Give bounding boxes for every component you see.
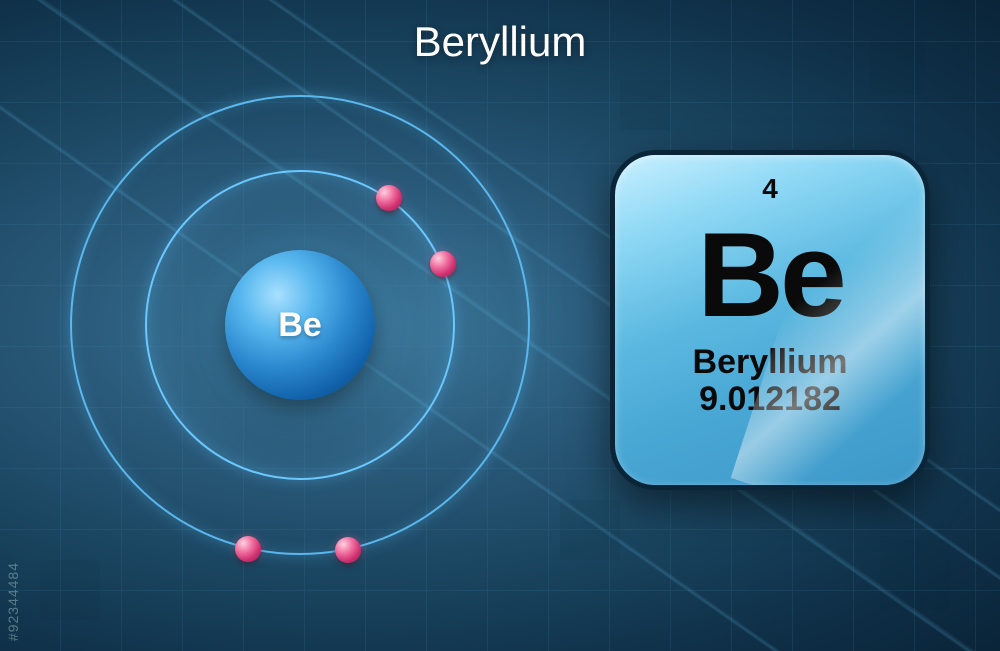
atom-diagram: Be	[50, 75, 550, 575]
electron	[376, 185, 402, 211]
watermark-id: #92344484	[5, 562, 21, 641]
atomic-mass: 9.012182	[699, 380, 841, 419]
electron	[430, 251, 456, 277]
nucleus: Be	[225, 250, 375, 400]
electron	[335, 537, 361, 563]
element-tile: 4 Be Beryllium 9.012182	[610, 150, 930, 490]
electron	[235, 536, 261, 562]
element-title: Beryllium	[414, 18, 587, 66]
atomic-number: 4	[762, 173, 778, 205]
element-symbol: Be	[697, 215, 842, 335]
nucleus-symbol: Be	[278, 306, 321, 345]
element-name: Beryllium	[693, 343, 848, 382]
